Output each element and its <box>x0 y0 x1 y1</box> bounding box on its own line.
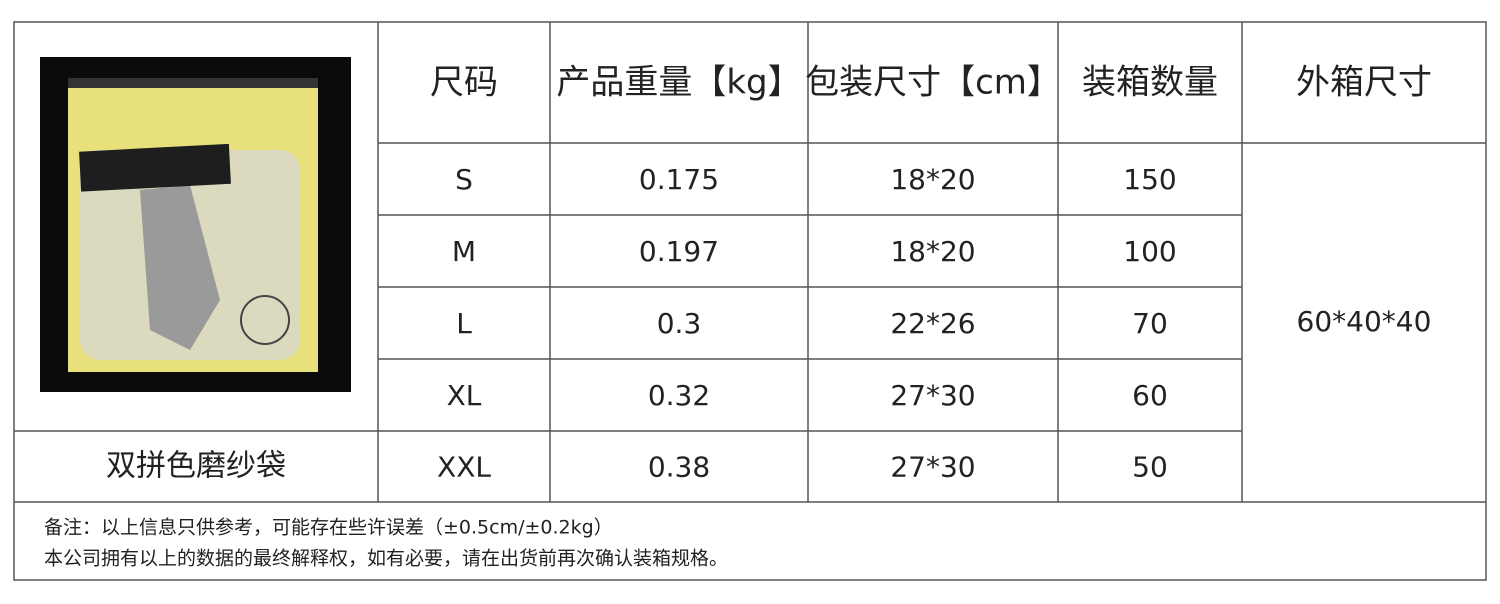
body-cell: S <box>455 163 473 196</box>
body-cell: 18*20 <box>890 235 975 268</box>
body-cell: 0.175 <box>639 163 719 196</box>
note: 本公司拥有以上的数据的最终解释权，如有必要，请在出货前再次确认装箱规格。 <box>44 548 728 570</box>
body-cell: 27*30 <box>890 451 975 484</box>
header-cell: 尺码 <box>430 63 498 103</box>
body-cell: L <box>456 307 472 340</box>
body-cell: 0.197 <box>639 235 719 268</box>
outer-box: 60*40*40 <box>1297 305 1432 338</box>
header-cell: 产品重量【kg】 <box>556 63 801 103</box>
header-cell: 装箱数量 <box>1082 63 1218 103</box>
body-cell: 27*30 <box>890 379 975 412</box>
body-cell: 22*26 <box>890 307 975 340</box>
table-cells: 尺码 产品重量【kg】 包装尺寸【cm】 装箱数量 外箱尺寸 S 0.175 18*20 150… <box>44 63 1432 570</box>
body-cell: 0.38 <box>648 451 710 484</box>
body-cell: 60 <box>1132 379 1168 412</box>
product-label: 双拼色磨纱袋 <box>106 449 286 484</box>
header-cell: 外箱尺寸 <box>1296 63 1432 103</box>
body-cell: XL <box>447 379 482 412</box>
body-cell: 18*20 <box>890 163 975 196</box>
body-cell: 70 <box>1132 307 1168 340</box>
body-cell: 50 <box>1132 451 1168 484</box>
body-cell: 0.32 <box>648 379 710 412</box>
body-cell: 150 <box>1123 163 1176 196</box>
grid-lines <box>14 22 1486 503</box>
body-cell: M <box>452 235 476 268</box>
product-photo <box>40 57 351 392</box>
note: 备注：以上信息只供参考，可能存在些许误差（±0.5cm/±0.2kg） <box>44 517 613 539</box>
header-cell: 包装尺寸【cm】 <box>805 63 1061 103</box>
body-cell: 100 <box>1123 235 1176 268</box>
body-cell: XXL <box>437 451 491 484</box>
body-cell: 0.3 <box>657 307 702 340</box>
